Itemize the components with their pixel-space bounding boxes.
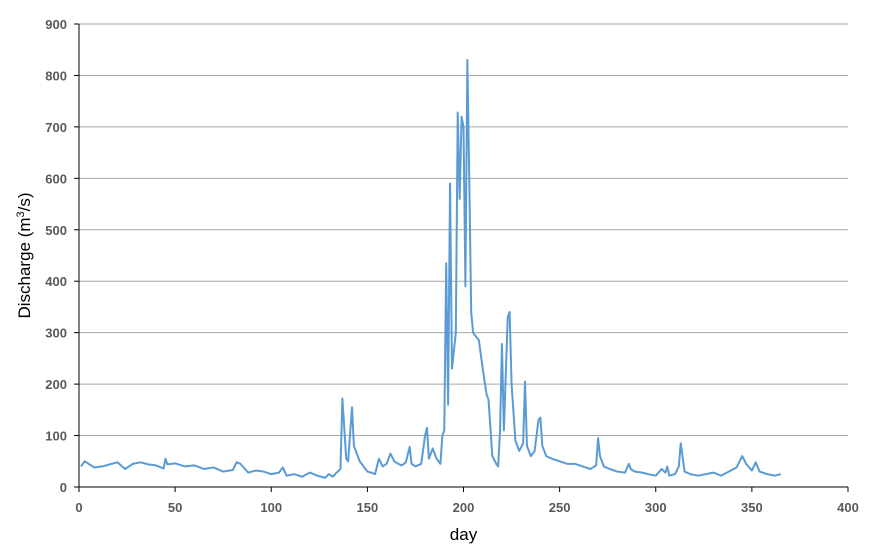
gridlines — [79, 23, 848, 437]
y-tick-label: 800 — [45, 68, 67, 83]
series-layer — [80, 59, 781, 479]
x-tick-label: 50 — [168, 500, 182, 515]
y-tick-label: 100 — [45, 429, 67, 444]
y-tick-label: 900 — [45, 17, 67, 32]
x-axis-title: day — [450, 525, 478, 544]
y-axis-title-tail: /s) — [15, 192, 34, 211]
x-tick-labels: 0 50 100 150 200 250 300 350 400 — [75, 500, 858, 515]
y-tick-label: 300 — [45, 326, 67, 341]
x-tick-label: 400 — [837, 500, 859, 515]
y-tick-label: 600 — [45, 171, 67, 186]
y-tick-labels: 0 100 200 300 400 500 600 700 800 900 — [45, 17, 67, 495]
y-axis-title-main: Discharge (m — [15, 217, 34, 318]
y-axis-title-superscript: 3 — [15, 211, 27, 217]
y-tick-label: 0 — [60, 480, 67, 495]
x-tick-label: 250 — [549, 500, 571, 515]
x-tick-label: 350 — [741, 500, 763, 515]
y-tick-label: 700 — [45, 120, 67, 135]
axes — [74, 23, 849, 492]
y-axis-title: Discharge (m3/s) — [15, 192, 34, 318]
series-line-0 — [80, 59, 781, 479]
x-tick-label: 100 — [260, 500, 282, 515]
y-tick-label: 400 — [45, 274, 67, 289]
x-tick-label: 300 — [645, 500, 667, 515]
y-tick-label: 500 — [45, 223, 67, 238]
x-tick-label: 150 — [357, 500, 379, 515]
x-tick-label: 0 — [75, 500, 82, 515]
y-tick-label: 200 — [45, 377, 67, 392]
x-tick-label: 200 — [453, 500, 475, 515]
